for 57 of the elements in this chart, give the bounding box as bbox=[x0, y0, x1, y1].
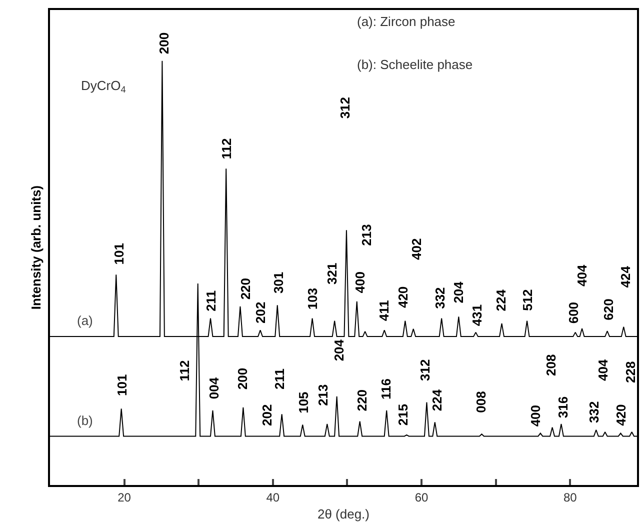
x-axis-title: 2θ (deg.) bbox=[317, 506, 370, 522]
annotation: 105 bbox=[296, 392, 311, 414]
annotation: 332 bbox=[586, 401, 602, 423]
annotation: 402 bbox=[409, 238, 424, 260]
annotation: 008 bbox=[474, 391, 489, 413]
x-tick-label: 60 bbox=[414, 490, 429, 504]
annotation: 600 bbox=[566, 302, 582, 324]
annotation: 204 bbox=[331, 338, 346, 362]
annotation: 200 bbox=[234, 368, 250, 390]
annotation: 620 bbox=[601, 298, 616, 320]
annotation: 202 bbox=[253, 302, 268, 324]
annotation: 112 bbox=[218, 138, 234, 160]
annotation: 213 bbox=[315, 384, 330, 406]
annotation: 404 bbox=[574, 264, 590, 287]
series-label: (a) bbox=[77, 313, 93, 328]
annotation: 400 bbox=[528, 404, 544, 427]
annotation: 220 bbox=[354, 390, 370, 412]
annotation: 400 bbox=[352, 272, 368, 294]
annotation: 228 bbox=[623, 361, 638, 383]
annotation: 116 bbox=[378, 378, 394, 400]
annotation: 321 bbox=[324, 262, 340, 284]
annotation: 004 bbox=[206, 376, 222, 400]
annotation: (b): Scheelite phase bbox=[357, 57, 473, 72]
annotation: 404 bbox=[596, 358, 611, 382]
annotation: 200 bbox=[156, 32, 172, 54]
annotation: 213 bbox=[359, 224, 374, 246]
annotation: 101 bbox=[114, 374, 130, 396]
annotation: 312 bbox=[417, 359, 432, 382]
annotation: DyCrO$_{4}$ bbox=[81, 78, 126, 95]
annotation: 103 bbox=[304, 288, 320, 310]
annotation: 332 bbox=[432, 287, 448, 309]
annotation: 202 bbox=[260, 404, 275, 426]
annotation: 204 bbox=[451, 280, 466, 304]
x-tick-label: 80 bbox=[563, 490, 578, 504]
x-tick-label: 20 bbox=[118, 490, 132, 504]
annotation: 112 bbox=[176, 360, 192, 382]
annotation: 220 bbox=[238, 278, 253, 300]
annotation: 512 bbox=[520, 289, 536, 311]
annotation: 211 bbox=[204, 290, 219, 312]
x-tick-label: 40 bbox=[266, 490, 280, 504]
annotation: 420 bbox=[395, 286, 410, 308]
annotation: 301 bbox=[271, 272, 286, 294]
annotation: 431 bbox=[469, 304, 484, 326]
annotation: 420 bbox=[613, 404, 628, 426]
y-axis-title: Intensity (arb. units) bbox=[28, 185, 44, 310]
annotation: 101 bbox=[111, 243, 126, 265]
annotation: 211 bbox=[272, 368, 288, 390]
annotation: 312 bbox=[337, 96, 352, 119]
annotation: 215 bbox=[396, 404, 411, 426]
annotation: 224 bbox=[493, 288, 508, 312]
annotation: 208 bbox=[544, 354, 559, 376]
text: (a): Zircon phase bbox=[357, 14, 456, 29]
annotation: 424 bbox=[618, 265, 633, 288]
annotation: 411 bbox=[376, 300, 392, 322]
annotation: 224 bbox=[430, 388, 445, 412]
series-label: (b) bbox=[77, 413, 93, 428]
annotation: 316 bbox=[555, 396, 570, 418]
